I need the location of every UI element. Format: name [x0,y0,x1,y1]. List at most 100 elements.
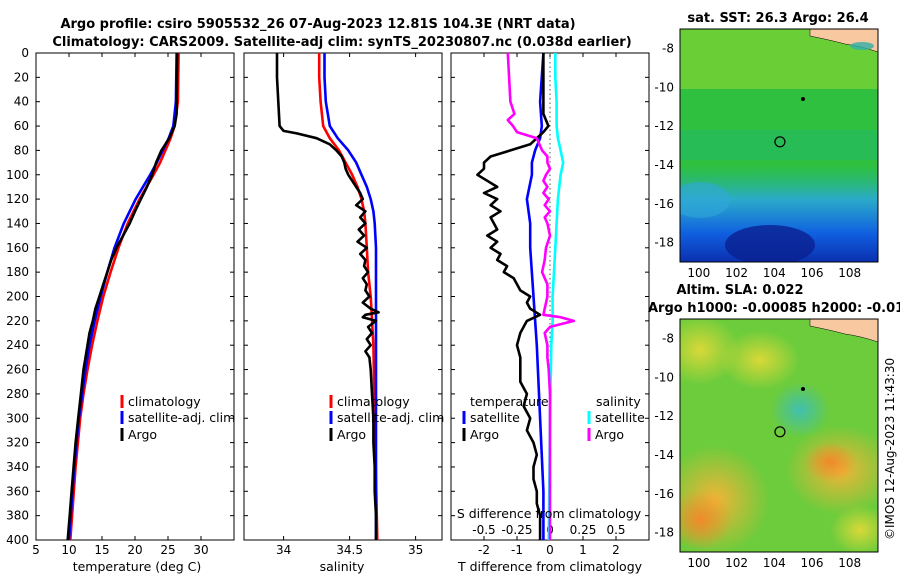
lat-tick-label: -8 [662,41,674,55]
lat-tick-label: -18 [654,236,674,250]
lat-tick-label: -18 [654,526,674,540]
figure-title-line2: Climatology: CARS2009. Satellite-adj cli… [52,35,631,50]
depth-tick-label: 280 [6,387,29,401]
difference-xlabel: T difference from climatology [457,559,643,574]
series-line-argo [66,52,179,541]
x-tick-label: 10 [61,543,76,557]
x-tick-label: 15 [94,543,109,557]
depth-tick-label: 400 [6,533,29,547]
series-line-satellite [525,52,545,540]
series-line-satellite-adj-clim [67,52,178,541]
depth-tick-labels: 0 20 40 60 80 100 120 140 160 180 200 220 240 260 280 3… [6,46,649,547]
legend-title-salinity: salinity [596,394,641,409]
lat-tick-label: -14 [654,448,674,462]
depth-tick-label: 320 [6,436,29,450]
depth-tick-label: 380 [6,509,29,523]
salinity-difference-label: S difference from climatology [457,506,642,521]
sst-map-field [680,29,878,262]
legend-label-s-argo: Argo [595,427,624,442]
depth-tick-label: 40 [14,95,29,109]
depth-tick-label: 120 [6,192,29,206]
series-line-satellite [547,53,565,541]
x-tick-label: 30 [193,543,208,557]
x-tick-label: -0.25 [501,523,532,537]
depth-tick-label: 260 [6,363,29,377]
lon-tick-label: 104 [763,556,786,570]
sla-map-subtitle: Argo h1000: -0.00085 h2000: -0.01 [648,301,900,316]
lon-tick-label: 100 [687,266,710,280]
series-line-argo [275,53,380,540]
lat-tick-label: -14 [654,158,674,172]
sst-map-title: sat. SST: 26.3 Argo: 26.4 [687,11,868,26]
lat-tick-label: -12 [654,119,674,133]
lon-tick-label: 108 [838,266,861,280]
depth-tick-label: 80 [14,143,29,157]
lon-tick-label: 104 [763,266,786,280]
temperature-axes [35,52,235,541]
depth-tick-label: 180 [6,265,29,279]
salinity-xlabel: salinity [320,559,365,574]
figure-title-line1: Argo profile: csiro 5905532_26 07-Aug-20… [60,17,575,32]
depth-tick-label: 0 [21,46,29,60]
lat-tick-label: -8 [662,331,674,345]
sla-map-title: Altim. SLA: 0.022 [677,283,804,298]
lon-tick-label: 100 [687,556,710,570]
depth-tick-label: 20 [14,70,29,84]
argo-position-marker [774,426,786,438]
salinity-axes [243,52,443,541]
depth-tick-label: 340 [6,460,29,474]
x-tick-label: 20 [127,543,142,557]
salinity-series [275,53,380,541]
lat-tick-label: -10 [654,370,674,384]
sst-map-tick-labels: 100 102 104 106 108 -8 -10 -12 -14 -16 -18 [654,41,861,280]
depth-tick-label: 60 [14,119,29,133]
lat-tick-label: -10 [654,80,674,94]
x-tick-label: 35 [408,543,423,557]
sla-map-tick-labels: 100 102 104 106 108 -8 -10 -12 -14 -16 -18 [654,331,861,570]
lat-tick-label: -12 [654,409,674,423]
lon-tick-label: 102 [725,266,748,280]
x-tick-label: 34.5 [336,543,363,557]
x-tick-label: 0.5 [606,523,625,537]
x-tick-label: 1 [579,543,587,557]
legend-label-climatology: climatology [337,394,410,409]
legend-label-t-argo: Argo [470,427,499,442]
x-tick-label: 25 [160,543,175,557]
series-line-satellite-adj-clim [323,53,378,540]
legend-label-satellite: satellite-adj. clim [128,410,235,425]
x-tick-label: -2 [478,543,490,557]
depth-tick-label: 300 [6,411,29,425]
sst-map-axes [679,28,879,263]
difference-legend: temperature salinity satellite Argo sate… [462,394,645,442]
depth-tick-label: 200 [6,290,29,304]
legend-title-temperature: temperature [470,394,549,409]
legend-label-t-satellite: satellite [470,410,520,425]
sla-map-field [680,319,878,552]
series-line-argo [476,53,550,540]
temperature-tick-labels: 5 10 15 20 25 30 [32,53,209,557]
depth-tick-label: 100 [6,168,29,182]
lon-tick-label: 106 [801,266,824,280]
lon-tick-label: 102 [725,556,748,570]
depth-tick-label: 160 [6,241,29,255]
x-tick-label: 34 [276,543,291,557]
legend-label-argo: Argo [337,427,366,442]
lon-tick-label: 108 [838,556,861,570]
x-tick-label: 2 [612,543,620,557]
legend-label-climatology: climatology [128,394,201,409]
x-tick-label: -1 [511,543,523,557]
sla-map-axes [679,318,879,553]
series-line-argo [506,52,576,540]
salinity-legend: climatology satellite-adj. clim Argo [329,394,444,442]
lat-tick-label: -16 [654,197,674,211]
legend-label-s-satellite: satellite [595,410,645,425]
x-tick-label: 0 [546,543,554,557]
legend-label-satellite: satellite-adj. clim [337,410,444,425]
lon-tick-label: 106 [801,556,824,570]
salinity-tick-labels: 34 34.5 35 [276,53,423,557]
argo-position-marker [774,136,786,148]
x-tick-label: 0.25 [570,523,597,537]
temperature-xlabel: temperature (deg C) [73,559,202,574]
depth-tick-label: 140 [6,216,29,230]
